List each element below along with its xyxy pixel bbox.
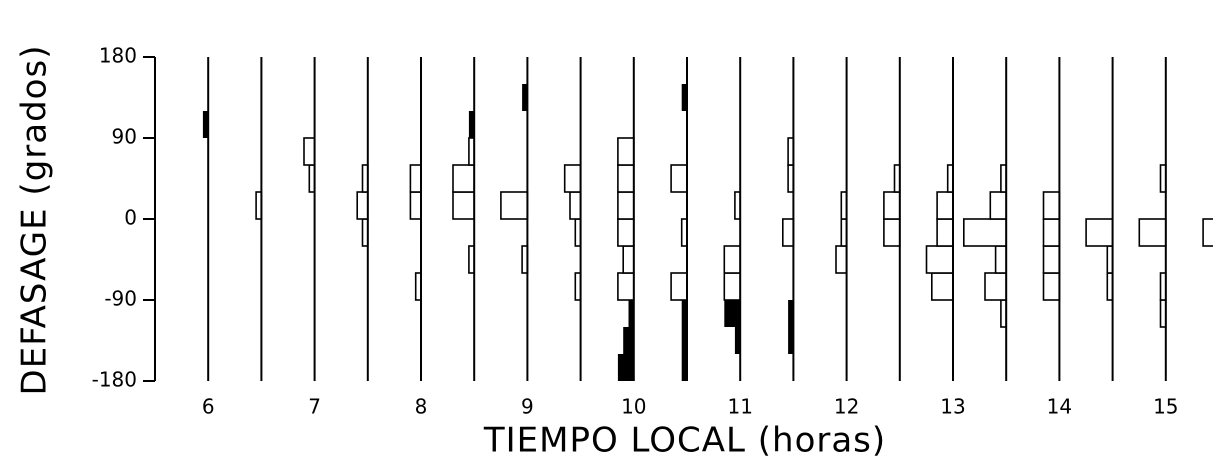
- x-axis-title: TIEMPO LOCAL (horas): [483, 421, 886, 461]
- y-tick-label: 0: [124, 206, 137, 230]
- open-bar: [883, 191, 901, 220]
- x-tick-label: 7: [308, 395, 321, 419]
- open-bar: [617, 164, 635, 193]
- x-tick-label: 8: [415, 395, 428, 419]
- open-bar: [409, 191, 422, 220]
- y-tick-label: 90: [112, 125, 137, 149]
- open-bar: [1138, 218, 1167, 247]
- filled-bar: [734, 327, 741, 354]
- open-bar: [617, 137, 635, 166]
- filled-bar: [468, 111, 475, 138]
- open-bar: [1202, 218, 1213, 247]
- filled-bar: [788, 327, 794, 354]
- open-bar: [962, 218, 1007, 247]
- open-bar: [723, 245, 741, 274]
- open-bar: [670, 164, 688, 193]
- filled-bar: [617, 354, 634, 381]
- open-bar: [617, 218, 635, 247]
- filled-bar: [681, 354, 687, 381]
- open-bar: [452, 164, 476, 193]
- open-bar: [569, 191, 582, 220]
- open-bar: [984, 272, 1008, 301]
- x-tick-label: 11: [727, 395, 752, 419]
- open-bar: [994, 245, 1007, 274]
- y-axis-title: DEFASAGE (grados): [15, 45, 55, 396]
- filled-bar: [788, 300, 794, 327]
- x-tick-label: 13: [940, 395, 965, 419]
- y-tick-label: -180: [92, 368, 137, 392]
- x-tick-label: 9: [521, 395, 534, 419]
- open-bar: [989, 191, 1007, 220]
- x-tick-label: 12: [834, 395, 859, 419]
- x-tick-label: 10: [621, 395, 646, 419]
- open-bar: [500, 191, 529, 220]
- open-bar: [1085, 218, 1114, 247]
- open-bar: [835, 245, 848, 274]
- filled-bar: [681, 300, 687, 327]
- open-bar: [936, 191, 954, 220]
- open-bar: [1042, 191, 1061, 220]
- open-bar: [925, 245, 954, 274]
- open-bar: [883, 218, 901, 247]
- y-tick-label: 180: [99, 44, 137, 68]
- filled-bar: [522, 84, 528, 111]
- y-tick-label: -90: [104, 287, 137, 311]
- x-tick-label: 6: [202, 395, 215, 419]
- open-bar: [622, 245, 635, 274]
- open-bar: [670, 272, 688, 301]
- filled-bar: [724, 300, 741, 327]
- open-bar: [617, 191, 635, 220]
- filled-bar: [628, 300, 634, 327]
- x-tick-label: 15: [1153, 395, 1178, 419]
- open-bar: [930, 272, 954, 301]
- x-tick-label: 14: [1047, 395, 1072, 419]
- open-bar: [936, 218, 954, 247]
- open-bar: [781, 218, 795, 247]
- open-bar: [303, 137, 316, 166]
- open-bar: [1042, 245, 1061, 274]
- filled-bar: [681, 327, 687, 354]
- open-bar: [563, 164, 582, 193]
- open-bar: [1042, 218, 1061, 247]
- filled-bar: [623, 327, 634, 354]
- open-bar: [452, 191, 476, 220]
- open-bar: [409, 164, 422, 193]
- open-bar: [617, 272, 635, 301]
- filled-bar: [202, 111, 209, 138]
- open-bar: [1042, 272, 1061, 301]
- open-bar: [723, 272, 741, 301]
- filled-bar: [681, 84, 687, 111]
- open-bar: [356, 191, 369, 220]
